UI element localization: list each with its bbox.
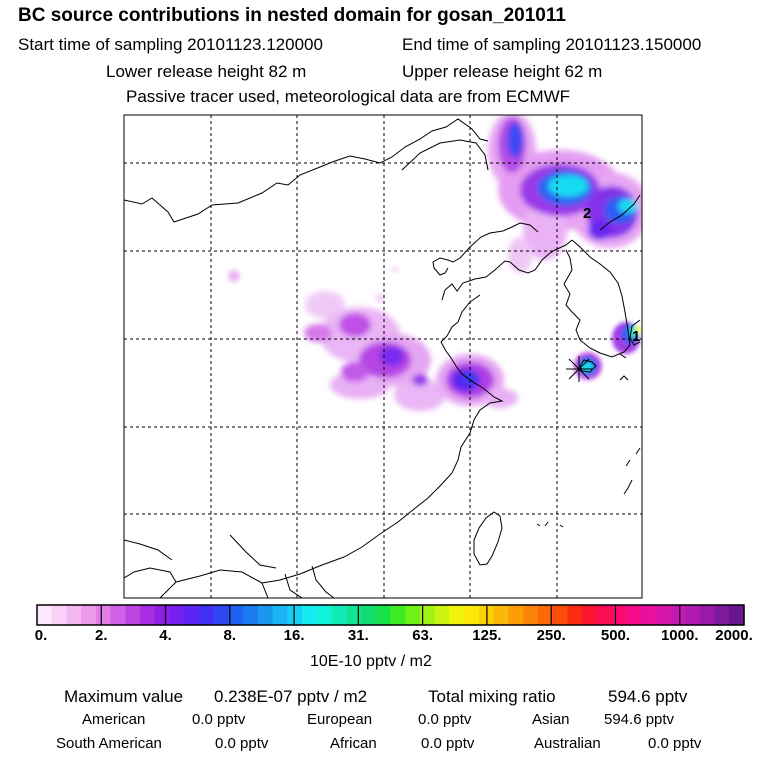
asian-value: 594.6 pptv (604, 711, 675, 728)
colorbar-label: 0. (34, 627, 48, 644)
colorbar-cell (125, 605, 141, 625)
colorbar-label: 4. (159, 627, 172, 644)
max-value: 0.238E-07 pptv / m2 (214, 687, 368, 706)
colorbar-label: 31. (347, 627, 369, 644)
american-value: 0.0 pptv (192, 711, 246, 728)
colorbar-label: 63. (412, 627, 434, 644)
african-label: African (330, 735, 377, 752)
colorbar-cell (596, 605, 613, 625)
concentration-field (228, 115, 642, 411)
colorbar-label: 2000. (715, 627, 753, 644)
colorbar-cell (140, 605, 156, 625)
start-time-label: Start time of sampling 20101123.120000 (18, 35, 323, 54)
colorbar-cell (169, 605, 185, 625)
colorbar-cell (640, 605, 657, 625)
colorbar-label: 250. (536, 627, 566, 644)
map-title: BC source contributions in nested domain… (18, 5, 566, 26)
south-american-value: 0.0 pptv (215, 735, 269, 752)
colorbar-cell (464, 605, 480, 625)
colorbar-cell (316, 605, 333, 625)
colorbar-cell (523, 605, 539, 625)
colorbar-label: 1000. (660, 627, 699, 644)
tracer-info-label: Passive tracer used, meteorological data… (126, 87, 571, 106)
lat-lon-grid (124, 115, 642, 598)
end-time-label: End time of sampling 20101123.150000 (402, 35, 702, 54)
colorbar-cell (51, 605, 68, 625)
total-mixing-value: 594.6 pptv (608, 687, 688, 706)
colorbar-cell (110, 605, 126, 625)
colorbar-cell (552, 605, 568, 625)
asian-label: Asian (532, 711, 570, 728)
australian-label: Australian (534, 735, 601, 752)
colorbar-cell (449, 605, 465, 625)
colorbar-cell (228, 605, 244, 625)
colorbar-cell (81, 605, 97, 625)
colorbar-cell (257, 605, 274, 625)
colorbar-cell (346, 605, 362, 625)
colorbar-cell (287, 605, 303, 625)
european-label: European (307, 711, 373, 728)
colorbar-cell (375, 605, 392, 625)
colorbar-cell (243, 605, 259, 625)
colorbar-cell (199, 605, 215, 625)
colorbar-cell (213, 605, 230, 625)
australian-value: 0.0 pptv (648, 735, 702, 752)
colorbar-cell (419, 605, 436, 625)
lower-release-label: Lower release height 82 m (106, 62, 307, 81)
colorbar-label: 500. (600, 627, 631, 644)
colorbar-cell (626, 605, 642, 625)
colorbar-cell (154, 605, 171, 625)
colorbar-cell (729, 605, 745, 625)
colorbar-cell (331, 605, 347, 625)
african-value: 0.0 pptv (421, 735, 475, 752)
south-american-label: South American (56, 735, 162, 752)
colorbar-cell (670, 605, 686, 625)
colorbar-unit: 10E-10 pptv / m2 (310, 653, 432, 670)
colorbar-label: 16. (283, 627, 305, 644)
european-value: 0.0 pptv (418, 711, 472, 728)
colorbar-cell (405, 605, 421, 625)
colorbar-cell (37, 605, 53, 625)
colorbar-label: 125. (472, 627, 502, 644)
colorbar-label: 8. (223, 627, 237, 644)
colorbar-cell (508, 605, 524, 625)
receptor-star-icon (566, 356, 592, 382)
total-mixing-label: Total mixing ratio (428, 687, 556, 706)
colorbar-cell (537, 605, 554, 625)
colorbar-cell (361, 605, 377, 625)
map-frame (123, 114, 643, 599)
american-label: American (82, 711, 146, 728)
colorbar-cell (714, 605, 730, 625)
colorbar-cell (434, 605, 451, 625)
colorbar-cell (611, 605, 627, 625)
colorbar-cell (95, 605, 112, 625)
colorbar-cell (655, 605, 671, 625)
colorbar-frame (36, 604, 745, 626)
site-label-1: 1 (632, 328, 640, 345)
upper-release-label: Upper release height 62 m (402, 62, 603, 81)
colorbar-cell (699, 605, 716, 625)
colorbar-cell (567, 605, 583, 625)
colorbar-cell (272, 605, 288, 625)
colorbar-cell (302, 605, 318, 625)
colorbar-cell (581, 605, 598, 625)
colorbar-cell (685, 605, 701, 625)
coastlines (124, 118, 641, 598)
colorbar-cell (493, 605, 509, 625)
max-value-label: Maximum value (64, 687, 184, 706)
colorbar-cell (184, 605, 200, 625)
colorbar-cell (66, 605, 82, 625)
colorbar-label: 2. (95, 627, 108, 644)
colorbar-cell (390, 605, 406, 625)
site-label-2: 2 (583, 205, 591, 222)
